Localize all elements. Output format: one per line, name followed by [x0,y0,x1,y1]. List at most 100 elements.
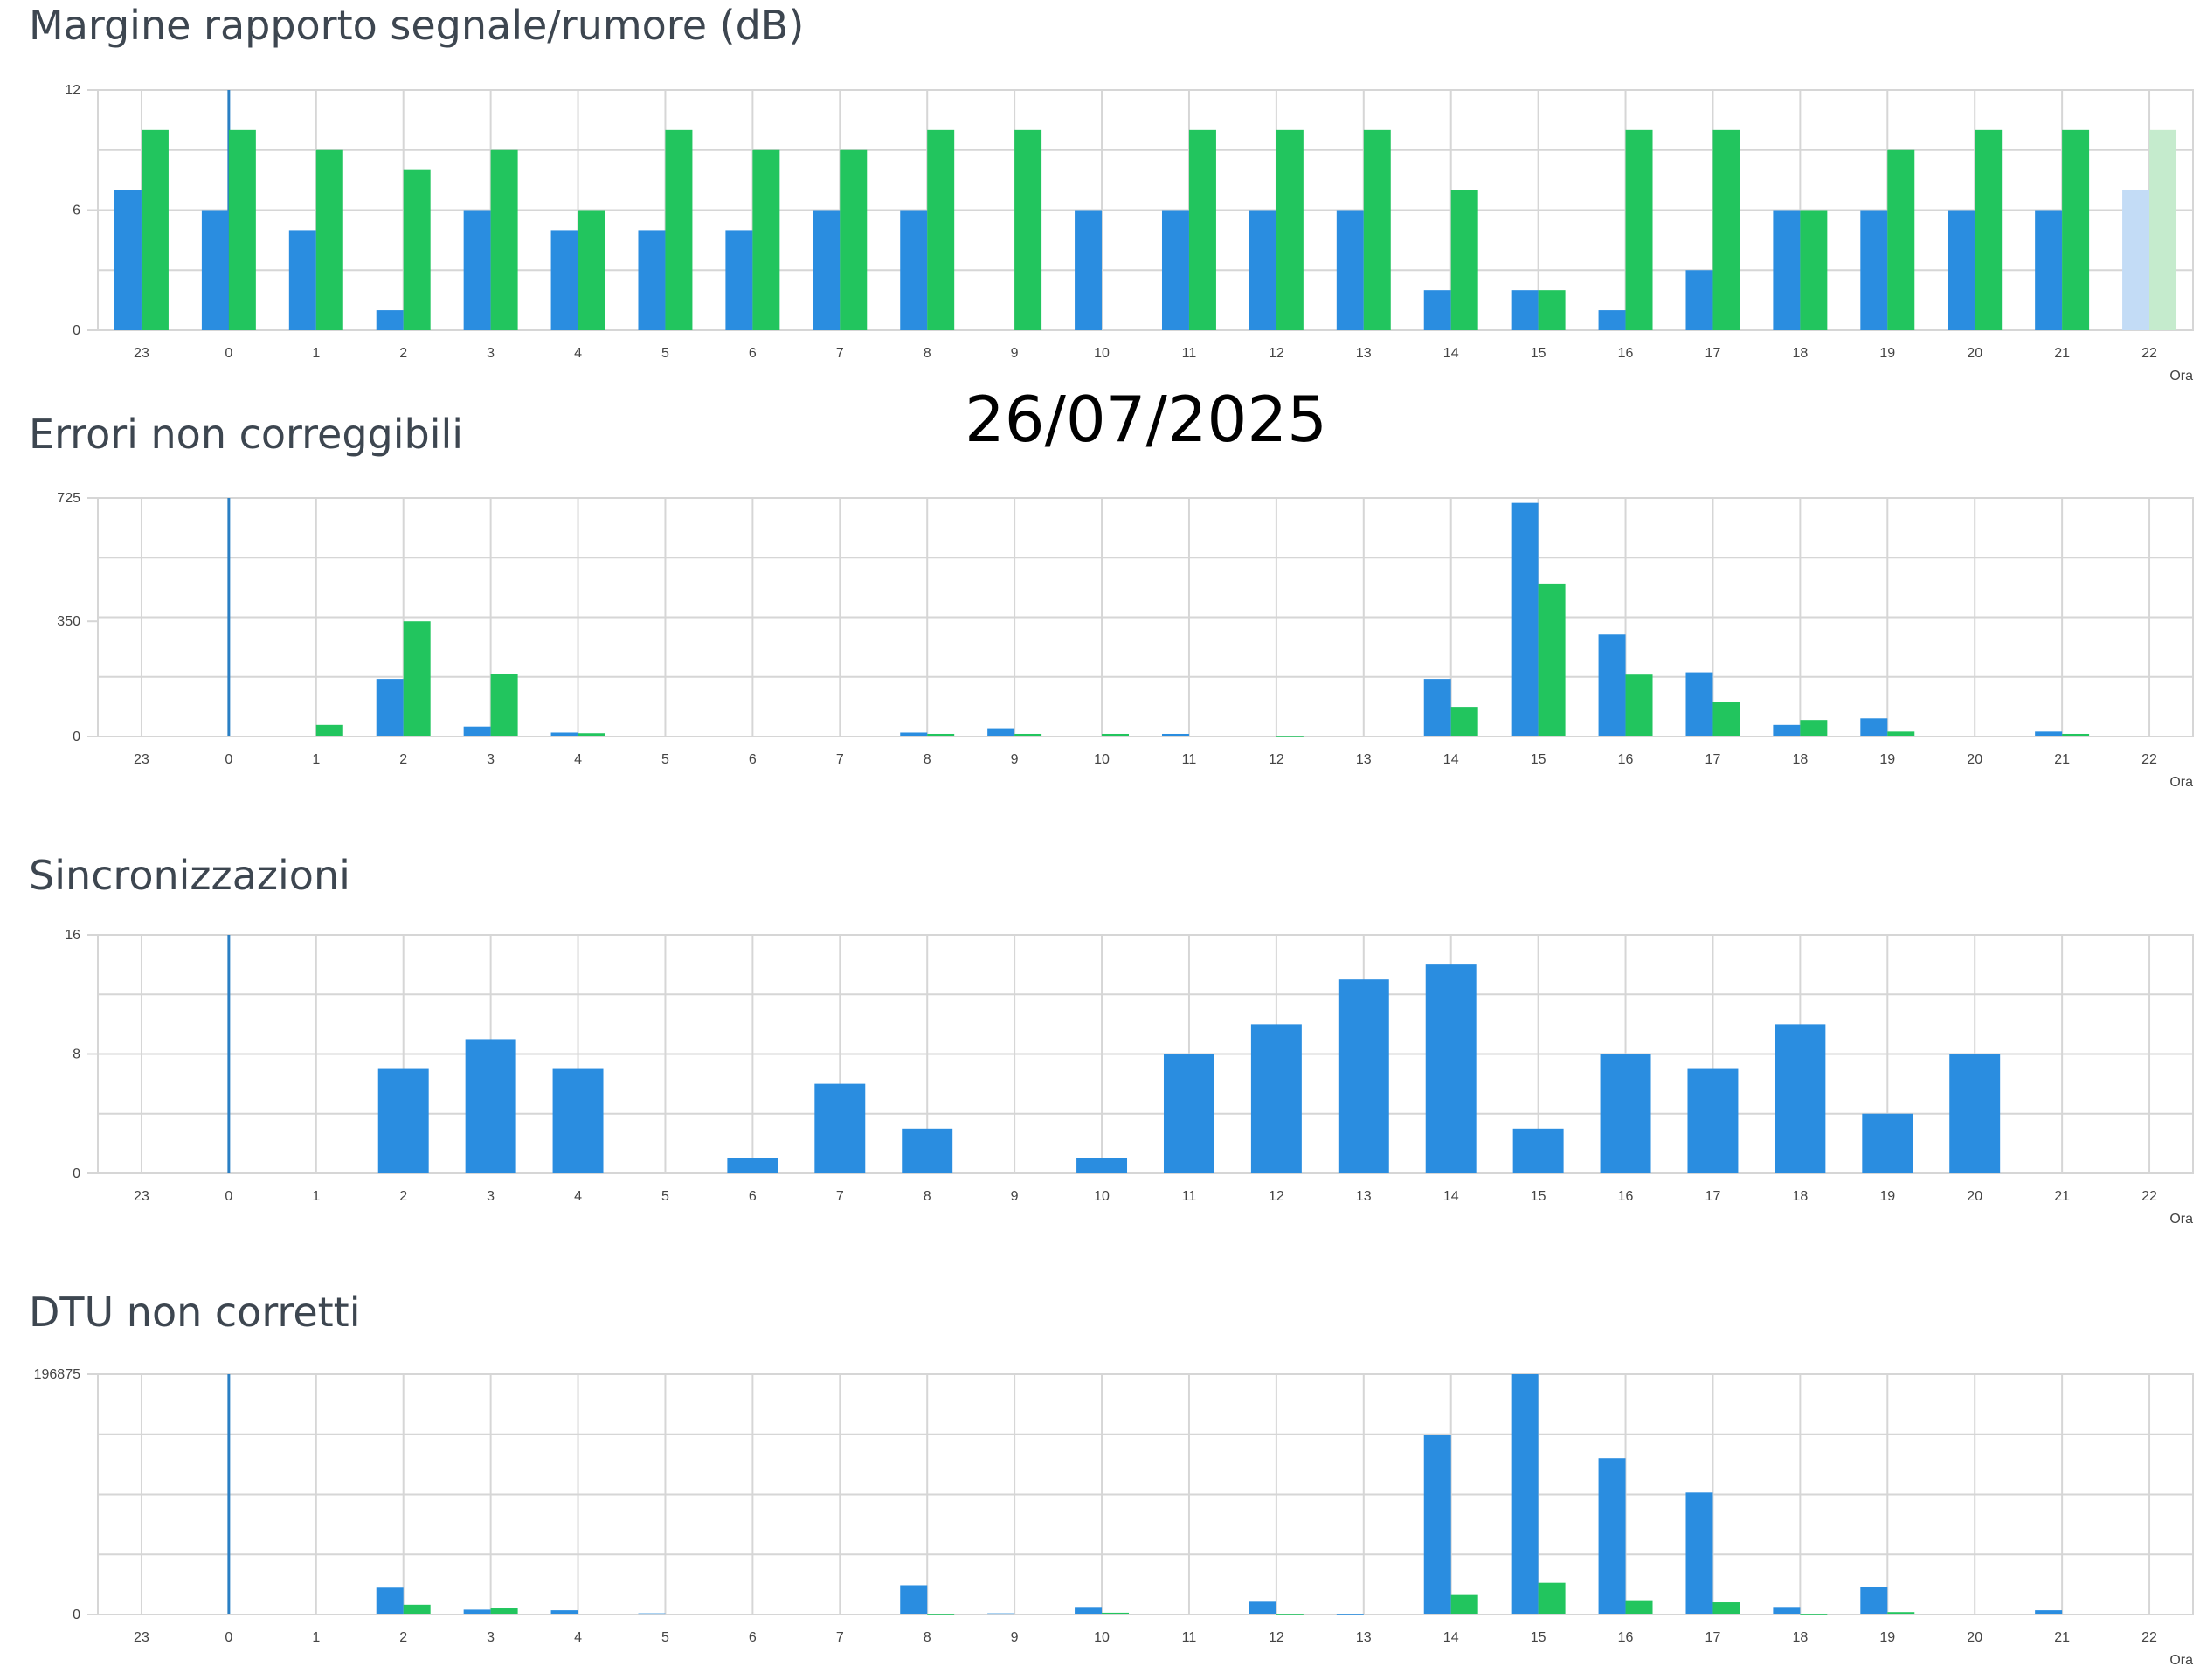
x-tick-label: 22 [2141,346,2157,361]
y-tick-label: 0 [73,323,80,338]
bar-series-2-14 [1450,1594,1478,1614]
x-tick-label: 22 [2141,1189,2157,1204]
x-tick-label: 2 [399,1630,407,1645]
bar-series-1-21 [2035,1610,2063,1614]
bar-series-2-22 [2149,129,2177,330]
x-tick-label: 8 [924,1189,931,1204]
bar-series-1-17 [1687,1068,1739,1173]
x-tick-label: 12 [1269,752,1284,767]
bar-series-1-0 [201,210,229,330]
x-tick-label: 3 [487,752,495,767]
bar-series-2-9 [1014,733,1042,736]
x-tick-label: 20 [1967,346,1982,361]
x-tick-label: 13 [1356,1630,1372,1645]
x-tick-label: 19 [1879,1189,1895,1204]
x-tick-label: 16 [1618,1189,1634,1204]
bar-series-1-7 [814,1083,866,1173]
x-tick-label: 21 [2054,1630,2070,1645]
bar-series-2-21 [2062,129,2090,330]
x-tick-label: 13 [1356,1189,1372,1204]
bar-series-1-16 [1598,634,1626,736]
x-tick-label: 9 [1011,752,1019,767]
bar-series-2-18 [1800,210,1828,330]
x-tick-label: 14 [1443,1189,1459,1204]
bar-series-2-14 [1450,190,1478,330]
x-tick-label: 7 [836,752,844,767]
x-tick-label: 11 [1182,752,1197,767]
x-tick-label: 3 [487,1630,495,1645]
x-tick-label: 14 [1443,1630,1459,1645]
x-tick-label: 0 [225,1189,232,1204]
x-tick-label: 1 [312,752,320,767]
bar-series-2-15 [1538,290,1566,330]
bar-series-1-14 [1425,964,1477,1173]
x-tick-label: 0 [225,1630,232,1645]
bar-series-1-21 [2035,731,2063,736]
x-tick-label: 21 [2054,1189,2070,1204]
x-tick-label: 18 [1792,1630,1808,1645]
bar-series-2-8 [927,129,955,330]
x-tick-label: 15 [1531,752,1546,767]
bar-series-1-8 [900,210,928,330]
x-tick-label: 21 [2054,752,2070,767]
chart-title: DTU non corretti [29,1289,361,1336]
x-tick-label: 19 [1879,346,1895,361]
x-tick-label: 2 [399,752,407,767]
bar-series-1-11 [1161,733,1189,736]
bar-series-1-2 [376,1587,404,1614]
bar-series-1-1 [288,230,316,330]
chart-title: Errori non correggibili [29,411,464,458]
x-tick-label: 23 [134,1189,149,1204]
x-tick-label: 11 [1182,1630,1197,1645]
bar-series-2-14 [1450,707,1478,736]
bar-series-1-17 [1685,672,1713,736]
bar-series-1-21 [2035,210,2063,330]
bar-series-2-13 [1363,129,1391,330]
x-tick-label: 23 [134,1630,149,1645]
bar-series-1-13 [1336,1614,1364,1615]
bar-series-1-19 [1860,210,1888,330]
bar-series-1-19 [1862,1113,1913,1173]
bar-series-2-15 [1538,1582,1566,1614]
bar-series-1-5 [638,1613,666,1615]
bar-series-1-9 [987,1613,1015,1615]
x-tick-label: 5 [661,1189,669,1204]
x-tick-label: 10 [1094,1630,1110,1645]
x-tick-label: 16 [1618,346,1634,361]
bar-series-1-11 [1163,1054,1214,1173]
bar-series-2-18 [1800,720,1828,736]
bar-series-1-18 [1773,210,1801,330]
bar-series-1-13 [1336,210,1364,330]
bar-series-2-11 [1188,129,1216,330]
bar-series-1-3 [463,210,491,330]
bar-series-1-15 [1512,1128,1564,1173]
bar-series-2-16 [1625,129,1653,330]
bar-series-1-19 [1860,1587,1888,1614]
x-tick-label: 14 [1443,752,1459,767]
x-tick-label: 18 [1792,752,1808,767]
x-tick-label: 17 [1705,752,1721,767]
x-tick-label: 8 [924,752,931,767]
x-tick-label: 7 [836,346,844,361]
x-tick-label: 17 [1705,346,1721,361]
y-tick-label: 8 [73,1047,80,1062]
bar-series-1-13 [1338,979,1389,1173]
x-tick-label: 6 [749,1630,757,1645]
bar-series-2-6 [752,149,780,330]
bar-series-2-21 [2062,733,2090,736]
bar-series-1-2 [376,310,404,330]
chart-title: Margine rapporto segnale/rumore (dB) [29,2,805,49]
synchronizations-panel: Sincronizzazioni 0 8 16 23 0 1 2 3 4 5 6 7 8 9 10 11 12 1… [0,847,2207,1241]
x-tick-label: 11 [1182,346,1197,361]
bar-series-1-11 [1161,210,1189,330]
x-tick-label: 0 [225,752,232,767]
x-tick-label: 8 [924,346,931,361]
y-tick-label: 0 [73,1607,80,1622]
bar-series-1-6 [727,1158,778,1173]
x-tick-label: 10 [1094,346,1110,361]
bar-series-2-5 [665,129,693,330]
y-tick-label: 350 [57,614,80,629]
bar-series-2-2 [403,1604,431,1614]
